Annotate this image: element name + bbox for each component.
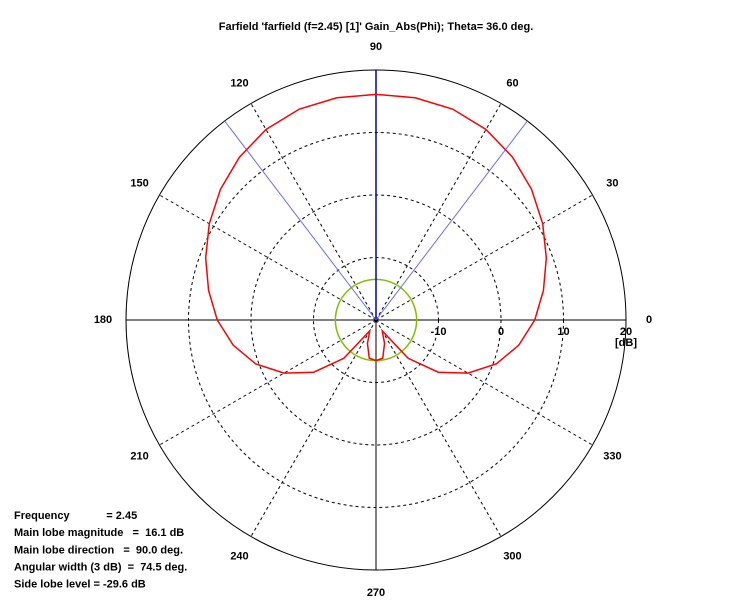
theta-tick-label: 330 bbox=[603, 450, 621, 462]
beam-line bbox=[375, 120, 528, 321]
theta-tick-label: 240 bbox=[230, 550, 248, 562]
theta-tick-label: 180 bbox=[94, 314, 112, 326]
r-tick-label: 0 bbox=[498, 326, 504, 338]
theta-tick-label: 300 bbox=[503, 550, 521, 562]
r-tick-label: 10 bbox=[557, 326, 569, 338]
grid-spoke bbox=[250, 319, 377, 537]
info-line: Side lobe level = -29.6 dB bbox=[14, 579, 146, 591]
theta-tick-label: 120 bbox=[230, 77, 248, 89]
grid-spoke bbox=[375, 319, 593, 446]
gain-curve bbox=[204, 93, 548, 374]
theta-tick-label: 0 bbox=[646, 314, 652, 326]
grid-spoke bbox=[159, 319, 377, 446]
beam-line bbox=[224, 120, 377, 321]
chart-title: Farfield 'farfield (f=2.45) [1]' Gain_Ab… bbox=[219, 21, 534, 33]
r-axis-label: [dB] bbox=[615, 337, 637, 349]
theta-tick-label: 60 bbox=[506, 77, 518, 89]
theta-tick-label: 90 bbox=[370, 41, 382, 53]
theta-tick-label: 270 bbox=[367, 587, 385, 599]
r-tick-label: 20 bbox=[620, 326, 632, 338]
grid-spoke bbox=[375, 319, 502, 537]
info-line: Angular width (3 dB) = 74.5 deg. bbox=[14, 562, 187, 574]
grid-spoke bbox=[375, 194, 593, 321]
r-tick-label: -10 bbox=[431, 326, 447, 338]
theta-tick-label: 210 bbox=[130, 450, 148, 462]
info-line: Main lobe direction = 90.0 deg. bbox=[14, 544, 183, 556]
info-line: Frequency = 2.45 bbox=[14, 510, 137, 522]
theta-tick-label: 30 bbox=[606, 177, 618, 189]
theta-tick-label: 150 bbox=[130, 177, 148, 189]
info-line: Main lobe magnitude = 16.1 dB bbox=[14, 527, 184, 539]
